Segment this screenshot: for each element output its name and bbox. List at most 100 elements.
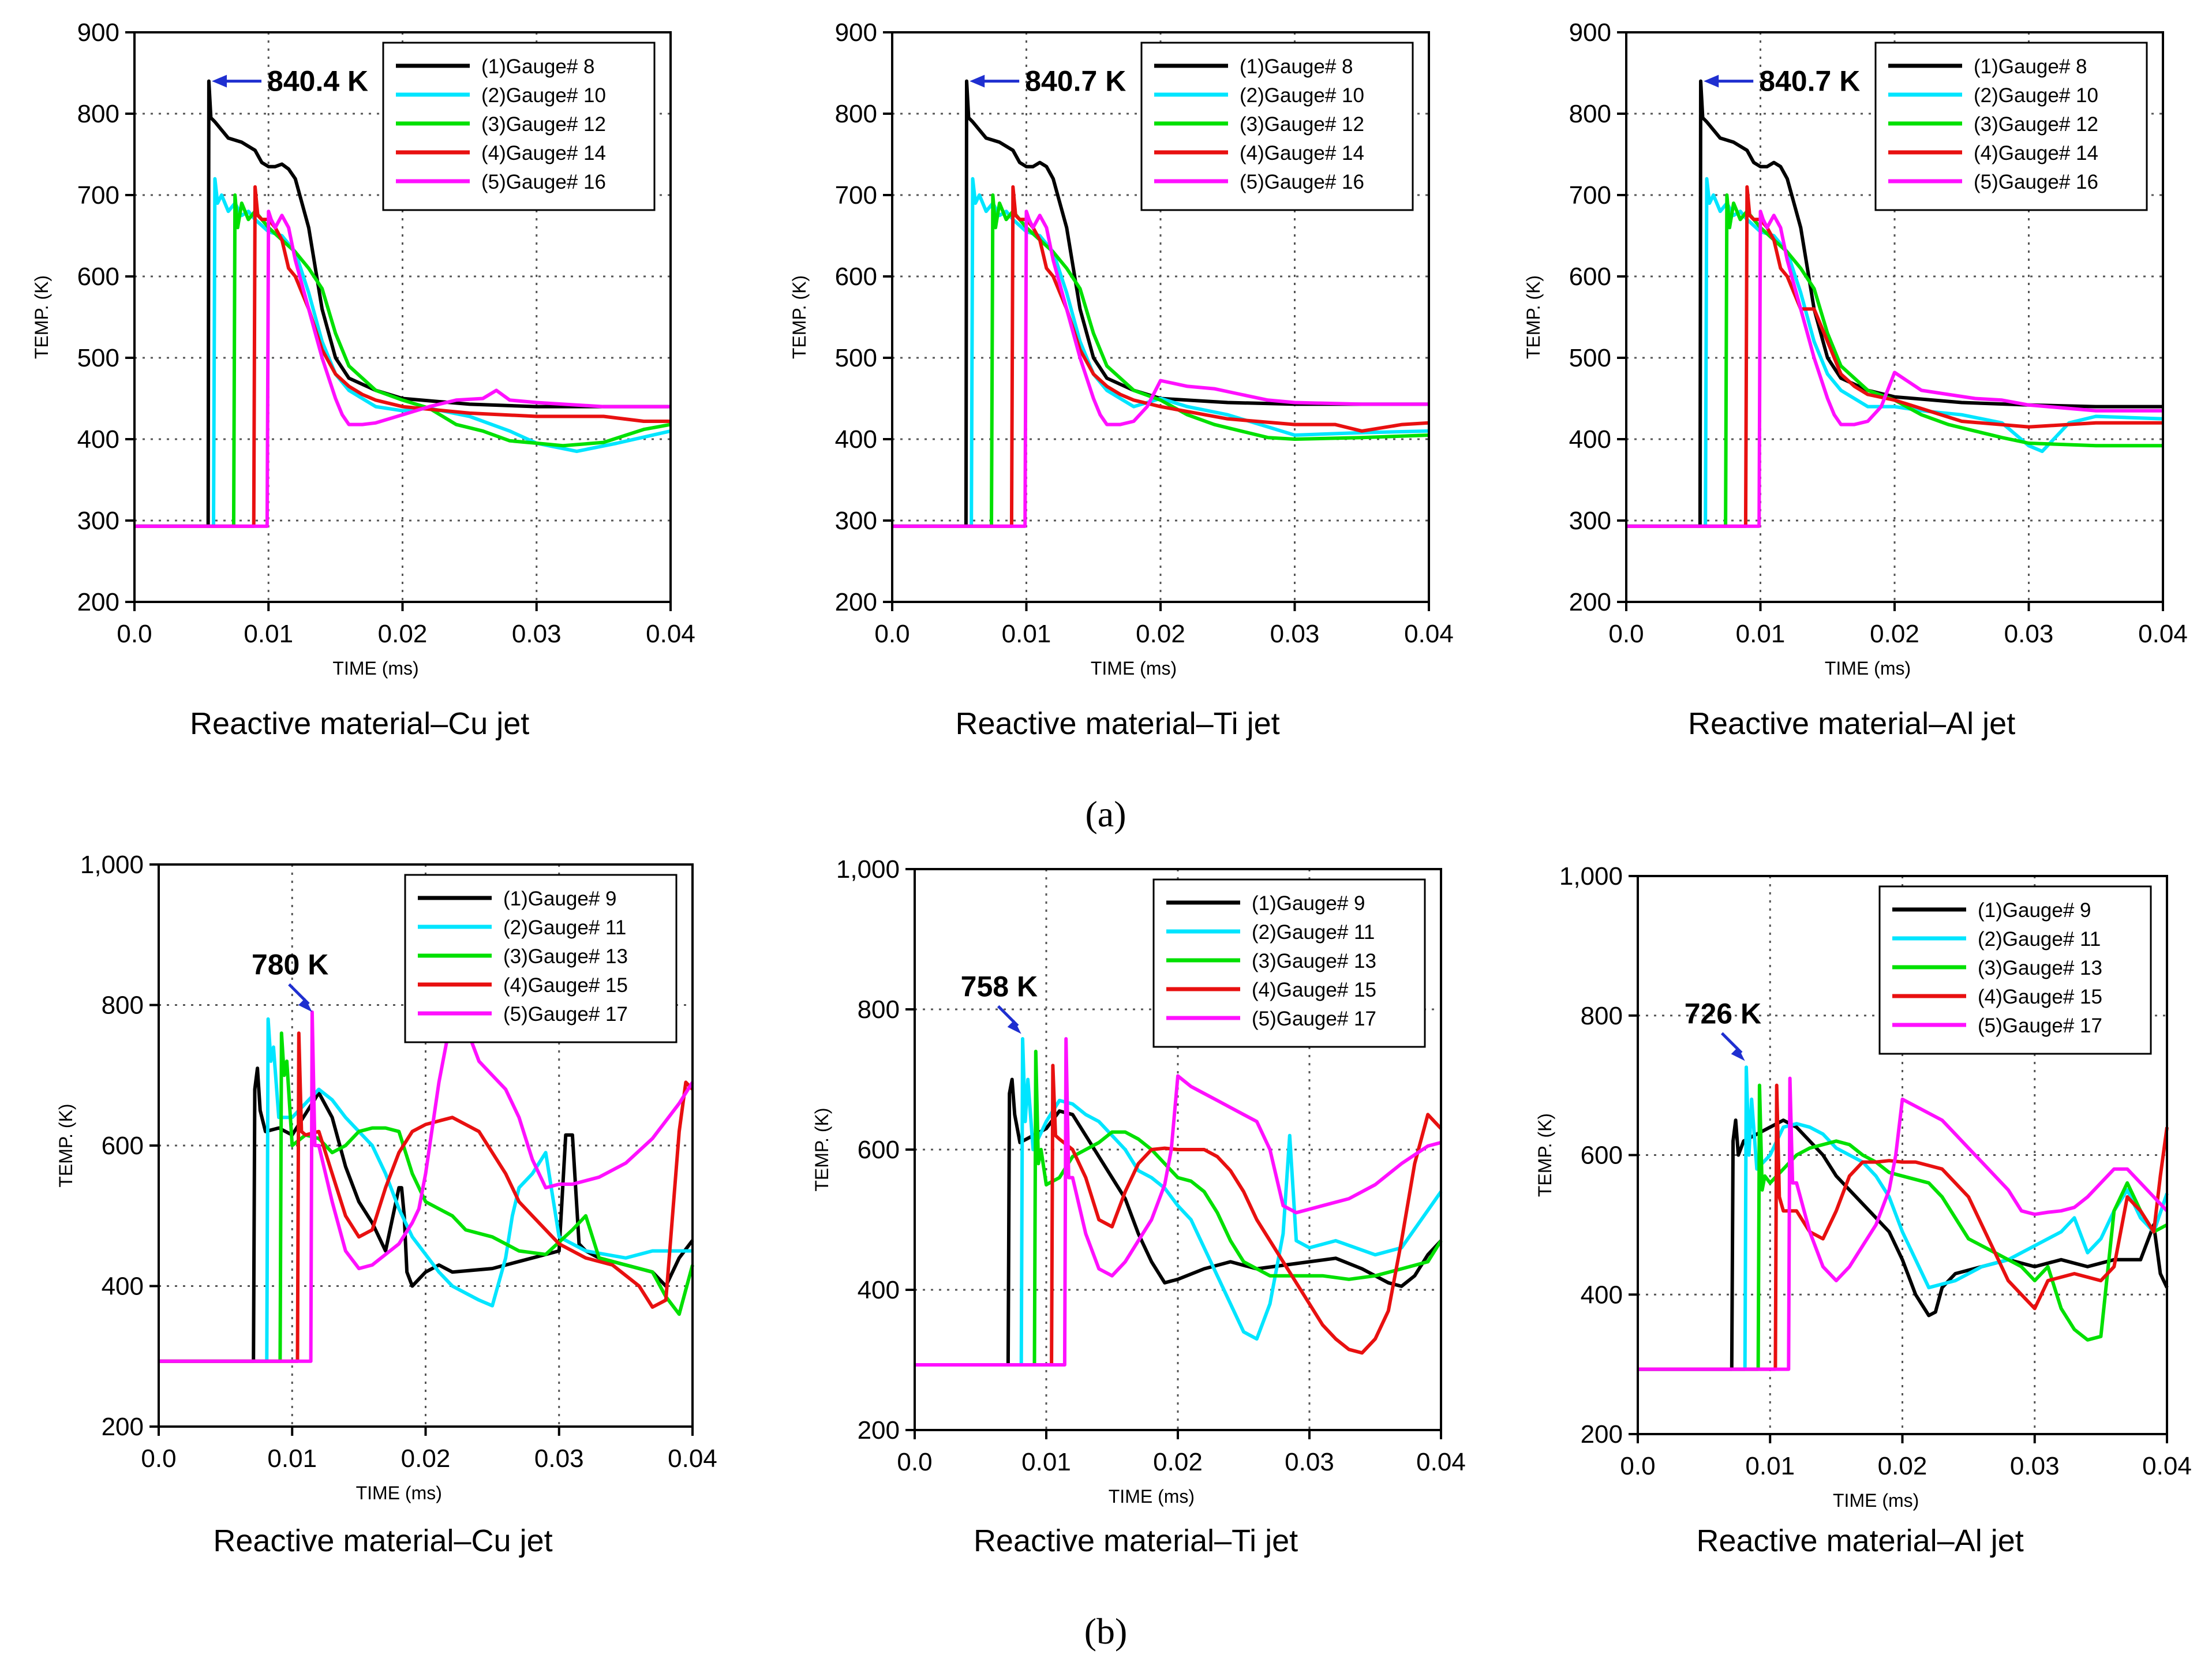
x-axis-label: TIME (ms) bbox=[1833, 1490, 1919, 1511]
x-tick-label: 0.02 bbox=[1870, 620, 1919, 648]
legend-label-3: (3)Gauge# 13 bbox=[1978, 957, 2102, 979]
legend-label-3: (3)Gauge# 12 bbox=[1240, 113, 1364, 136]
legend-label-2: (2)Gauge# 11 bbox=[503, 916, 626, 939]
y-tick-label: 800 bbox=[1581, 1002, 1623, 1030]
x-tick-label: 0.04 bbox=[1404, 620, 1454, 648]
y-tick-label: 200 bbox=[858, 1416, 900, 1444]
legend-label-2: (2)Gauge# 11 bbox=[1978, 928, 2101, 950]
y-tick-label: 800 bbox=[858, 995, 900, 1024]
y-tick-label: 800 bbox=[1569, 100, 1611, 128]
peak-annotation: 840.7 K bbox=[1759, 65, 1860, 98]
x-axis-label: TIME (ms) bbox=[1825, 658, 1911, 679]
y-tick-label: 500 bbox=[77, 344, 119, 372]
series-line-5 bbox=[892, 209, 1429, 528]
legend-label-3: (3)Gauge# 12 bbox=[481, 113, 606, 136]
y-tick-label: 800 bbox=[835, 100, 877, 128]
series-line-4 bbox=[1638, 1083, 2169, 1371]
x-tick-label: 0.04 bbox=[2142, 1452, 2192, 1480]
row-a-label: (a) bbox=[1085, 794, 1126, 834]
series-line-5 bbox=[134, 209, 671, 528]
annotation-arrowhead bbox=[1007, 1020, 1021, 1034]
legend-label-3: (3)Gauge# 13 bbox=[503, 945, 628, 968]
x-axis-label: TIME (ms) bbox=[356, 1483, 442, 1503]
y-tick-label: 1,000 bbox=[836, 855, 900, 884]
y-tick-label: 400 bbox=[1581, 1281, 1623, 1309]
legend-label-5: (5)Gauge# 16 bbox=[481, 171, 606, 193]
x-tick-label: 0.01 bbox=[1002, 620, 1051, 648]
y-tick-label: 400 bbox=[77, 425, 119, 454]
series-line-5 bbox=[159, 1010, 694, 1363]
y-tick-label: 400 bbox=[102, 1272, 144, 1301]
x-tick-label: 0.01 bbox=[1736, 620, 1786, 648]
chart-caption: Reactive material–Cu jet bbox=[190, 706, 529, 741]
x-tick-label: 0.0 bbox=[141, 1444, 176, 1473]
series-line-5 bbox=[1626, 209, 2163, 528]
y-tick-label: 900 bbox=[835, 18, 877, 47]
chart-caption: Reactive material–Al jet bbox=[1697, 1524, 2024, 1558]
x-tick-label: 0.02 bbox=[378, 620, 428, 648]
x-tick-label: 0.04 bbox=[668, 1444, 717, 1473]
series-line-3 bbox=[159, 1031, 694, 1363]
x-tick-label: 0.01 bbox=[267, 1444, 317, 1473]
y-tick-label: 700 bbox=[835, 181, 877, 209]
y-tick-label: 700 bbox=[1569, 181, 1611, 209]
peak-annotation: 726 K bbox=[1685, 997, 1761, 1030]
legend-label-2: (2)Gauge# 10 bbox=[1240, 84, 1364, 107]
x-tick-label: 0.01 bbox=[1745, 1452, 1795, 1480]
x-tick-label: 0.03 bbox=[1285, 1448, 1334, 1476]
legend-label-2: (2)Gauge# 10 bbox=[481, 84, 606, 107]
annotation-arrowhead bbox=[1704, 74, 1719, 88]
x-tick-label: 0.02 bbox=[401, 1444, 451, 1473]
x-tick-label: 0.03 bbox=[2004, 620, 2054, 648]
y-axis-label: TEMP. (K) bbox=[31, 275, 52, 359]
legend-label-5: (5)Gauge# 17 bbox=[503, 1003, 628, 1026]
chart-caption: Reactive material–Ti jet bbox=[974, 1524, 1298, 1558]
series-line-1 bbox=[915, 1077, 1443, 1367]
annotation-arrowhead bbox=[1731, 1047, 1745, 1061]
y-tick-label: 300 bbox=[77, 507, 119, 535]
peak-annotation: 840.7 K bbox=[1025, 65, 1126, 98]
series-line-1 bbox=[892, 79, 1429, 528]
x-tick-label: 0.03 bbox=[2010, 1452, 2060, 1480]
legend-label-2: (2)Gauge# 10 bbox=[1974, 84, 2098, 107]
x-tick-label: 0.01 bbox=[1021, 1448, 1071, 1476]
y-tick-label: 300 bbox=[1569, 507, 1611, 535]
y-tick-label: 600 bbox=[1581, 1141, 1623, 1170]
series-line-4 bbox=[915, 1064, 1443, 1367]
legend-label-4: (4)Gauge# 14 bbox=[1974, 142, 2098, 164]
series-line-3 bbox=[1638, 1083, 2168, 1371]
y-tick-label: 400 bbox=[1569, 425, 1611, 454]
legend-label-5: (5)Gauge# 16 bbox=[1240, 171, 1364, 193]
annotation-arrowhead bbox=[212, 74, 227, 88]
chart-5: 0.0 0.01 0.02 0.03 0.04 200 400 600 800 1,000 TIME… bbox=[811, 855, 1466, 1558]
series-line-3 bbox=[1626, 193, 2163, 528]
chart-6: 0.0 0.01 0.02 0.03 0.04 200 400 600 800 1,000 TIME… bbox=[1534, 862, 2192, 1558]
y-axis-label: TEMP. (K) bbox=[1523, 275, 1544, 359]
x-tick-label: 0.0 bbox=[1620, 1452, 1655, 1480]
y-axis-label: TEMP. (K) bbox=[55, 1103, 76, 1187]
y-tick-label: 600 bbox=[77, 263, 119, 291]
legend-label-1: (1)Gauge# 9 bbox=[1978, 899, 2091, 922]
chart-caption: Reactive material–Al jet bbox=[1688, 706, 2015, 741]
legend-label-1: (1)Gauge# 8 bbox=[1240, 55, 1353, 78]
x-tick-label: 0.0 bbox=[1608, 620, 1644, 648]
peak-annotation: 780 K bbox=[252, 949, 328, 981]
legend-label-4: (4)Gauge# 15 bbox=[503, 974, 628, 997]
chart-1: 0.0 0.01 0.02 0.03 0.04 200 300 400 500 600 700 800… bbox=[31, 18, 695, 741]
legend-label-3: (3)Gauge# 13 bbox=[1252, 950, 1376, 972]
chart-3: 0.0 0.01 0.02 0.03 0.04 200 300 400 500 600 700 800… bbox=[1523, 18, 2188, 741]
y-tick-label: 800 bbox=[102, 991, 144, 1020]
chart-4: 0.0 0.01 0.02 0.03 0.04 200 400 600 800 1,000 TIME… bbox=[55, 851, 717, 1558]
y-tick-label: 600 bbox=[835, 263, 877, 291]
y-tick-label: 200 bbox=[1581, 1420, 1623, 1449]
peak-annotation: 840.4 K bbox=[267, 65, 368, 98]
y-tick-label: 900 bbox=[1569, 18, 1611, 47]
y-tick-label: 300 bbox=[835, 507, 877, 535]
series-line-4 bbox=[892, 185, 1429, 528]
y-axis-label: TEMP. (K) bbox=[811, 1107, 832, 1191]
series-line-3 bbox=[892, 193, 1429, 528]
y-tick-label: 900 bbox=[77, 18, 119, 47]
x-tick-label: 0.02 bbox=[1136, 620, 1185, 648]
x-axis-label: TIME (ms) bbox=[1091, 658, 1177, 679]
annotation-arrowhead bbox=[970, 74, 985, 88]
